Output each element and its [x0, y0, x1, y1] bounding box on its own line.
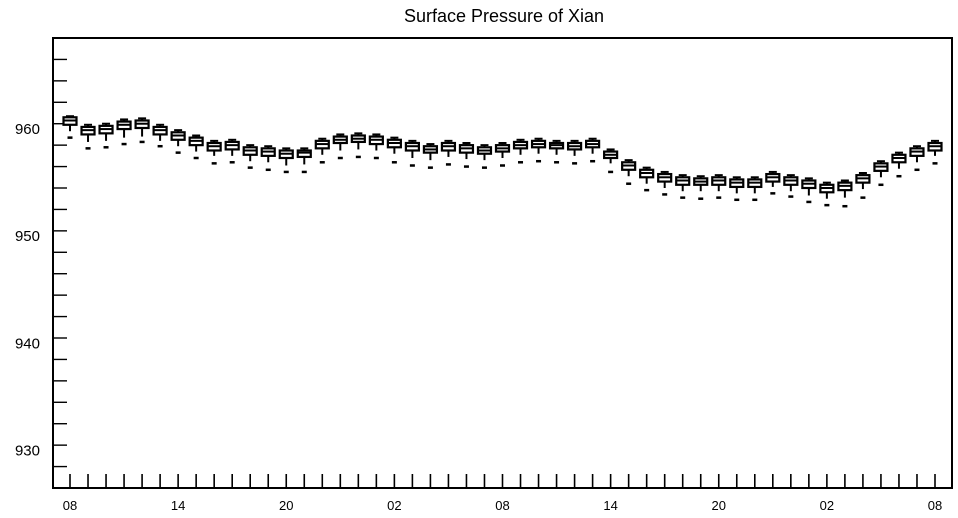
- box-plot: [476, 144, 493, 169]
- box-plot: [116, 118, 132, 146]
- box-plot: [585, 137, 601, 163]
- box-plot: [909, 145, 925, 172]
- box-plot: [296, 147, 312, 174]
- box-plot: [134, 117, 150, 144]
- x-tick-label: 14: [603, 498, 617, 513]
- box-plot: [891, 151, 907, 178]
- box-plot: [783, 174, 799, 198]
- box-plot: [639, 166, 655, 192]
- box-plot: [801, 177, 817, 204]
- box-plot: [711, 174, 727, 199]
- box-plot: [98, 122, 114, 149]
- box-plot: [440, 139, 457, 166]
- box-plot: [350, 132, 366, 159]
- boxes: [62, 115, 943, 208]
- box-plot: [152, 123, 168, 148]
- box-plot: [729, 176, 745, 202]
- box-plot: [621, 159, 637, 185]
- x-tick-label: 08: [495, 498, 509, 513]
- box-plot: [188, 134, 204, 160]
- box-plot: [603, 148, 619, 174]
- box-plot: [260, 145, 276, 172]
- box-plot: [512, 138, 529, 164]
- box-plot: [314, 137, 330, 164]
- box-plot: [170, 129, 186, 154]
- box-plot: [530, 137, 547, 163]
- box-plot: [675, 174, 691, 199]
- x-tick-label: 08: [63, 498, 77, 513]
- box-plot: [657, 170, 673, 196]
- x-tick-label: 20: [279, 498, 293, 513]
- box-plot: [873, 160, 889, 187]
- box-plot: [206, 139, 222, 165]
- y-tick-label: 960: [15, 121, 40, 138]
- box-plot: [422, 143, 439, 169]
- box-plot: [62, 115, 78, 139]
- x-tick-label: 02: [387, 498, 401, 513]
- chart-title: Surface Pressure of Xian: [404, 6, 604, 26]
- y-tick-label: 930: [15, 443, 40, 460]
- box-plot: [566, 139, 583, 165]
- plot-frame: [52, 37, 953, 489]
- box-plot: [693, 175, 709, 200]
- box-plot: [494, 142, 511, 167]
- y-tick-label: 950: [15, 228, 40, 245]
- x-tick-label: 20: [712, 498, 726, 513]
- box-plot: [548, 139, 565, 164]
- box-plot: [332, 133, 348, 160]
- x-axis: 08 14 20 02 08 14 20 02 08: [63, 474, 942, 513]
- box-plot: [747, 176, 763, 202]
- box-plot: [404, 139, 420, 167]
- box-plot: [819, 181, 835, 207]
- box-plot: [278, 147, 294, 174]
- x-tick-label: 14: [171, 498, 185, 513]
- box-plot: [386, 136, 402, 164]
- box-plot: [927, 139, 943, 165]
- x-tick-label: 02: [820, 498, 834, 513]
- box-plot: [837, 179, 853, 208]
- box-plot: [242, 144, 258, 169]
- box-plot: [458, 142, 475, 168]
- y-tick-label: 940: [15, 335, 40, 352]
- box: [296, 149, 312, 159]
- x-tick-label: 08: [928, 498, 942, 513]
- box-plot: [368, 133, 384, 160]
- box-plot: [224, 138, 240, 164]
- box-plot: [765, 170, 781, 195]
- box-plot: [80, 123, 96, 150]
- box-plot: [855, 172, 871, 199]
- y-axis: 930 940 950 960: [15, 37, 67, 489]
